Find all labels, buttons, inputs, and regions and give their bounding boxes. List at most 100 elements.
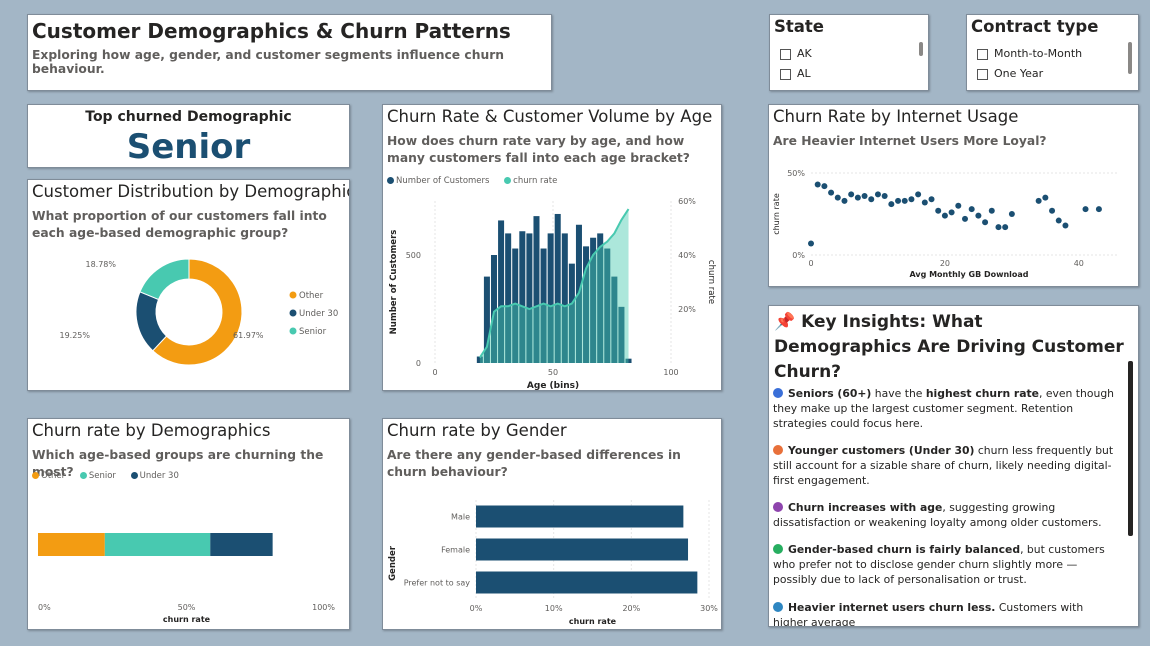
x-tick-label: 100% [312, 603, 335, 612]
state-slicer-scrollbar[interactable] [919, 42, 923, 56]
donut-slice-other [152, 258, 243, 366]
age-bar [604, 248, 611, 363]
legend-label: Number of Customers [396, 176, 490, 186]
contract-slicer-scrollbar[interactable] [1128, 42, 1132, 74]
insights-card: 📌 Key Insights: What Demographics Are Dr… [768, 305, 1139, 627]
internet-chart-title: Churn Rate by Internet Usage [773, 107, 1019, 126]
age-bar [519, 231, 526, 363]
pin-icon: 📌 [774, 312, 796, 332]
y2-tick-label: 60% [678, 197, 696, 206]
legend-label: Senior [299, 327, 327, 337]
x-axis-title: churn rate [163, 615, 211, 624]
contract-option-label: Month-to-Month [994, 47, 1083, 60]
gender-bar [476, 538, 689, 561]
demo-bar-title: Churn rate by Demographics [32, 421, 271, 440]
scatter-point [828, 189, 835, 196]
legend-dot [130, 472, 138, 479]
scatter-point [874, 191, 881, 198]
insights-title: 📌 Key Insights: What Demographics Are Dr… [774, 310, 1124, 385]
contract-slicer-title: Contract type [971, 17, 1099, 36]
y-tick-label: 500 [406, 251, 421, 260]
y-tick-label: Prefer not to say [404, 579, 471, 588]
legend-label: churn rate [513, 176, 558, 186]
internet-scatter-chart: 0 20 40 0% 50% Avg Monthly GB Download churn r… [772, 169, 1119, 279]
x-tick-label: 0 [808, 259, 813, 268]
age-bar [533, 216, 540, 363]
contract-option-month[interactable]: Month-to-Month [977, 47, 1082, 60]
scatter-point [1042, 194, 1049, 201]
age-bar [540, 248, 547, 363]
contract-option-year[interactable]: One Year [977, 67, 1043, 80]
donut-data-label: 61.97% [233, 331, 264, 340]
header-card: Customer Demographics & Churn Patterns E… [27, 14, 552, 91]
x-tick-label: 0 [432, 368, 437, 377]
checkbox-icon[interactable] [780, 48, 791, 60]
gender-bar-chart: Male Female Prefer not to say 0% 10% 20% 30% ch… [388, 500, 718, 626]
bullet-icon [773, 445, 783, 455]
checkbox-icon[interactable] [780, 68, 791, 80]
insight-emphasis: highest churn rate [925, 387, 1039, 400]
page-subtitle: Exploring how age, gender, and customer … [32, 48, 505, 76]
donut-title: Customer Distribution by Demographics [32, 182, 350, 201]
demo-bar-segment-under-30 [210, 533, 273, 556]
x-tick-label: 0% [38, 603, 51, 612]
demo-bar-segment-senior [104, 533, 211, 556]
x-axis-title: churn rate [569, 617, 617, 626]
donut-slice-senior [139, 258, 190, 301]
state-slicer-title: State [774, 17, 824, 36]
x-tick-label: 50% [178, 603, 196, 612]
scatter-point [982, 219, 989, 226]
scatter-point [808, 240, 814, 247]
kpi-label: Top churned Demographic [85, 109, 292, 125]
demo-bar-card: Churn rate by Demographics Which age-bas… [27, 418, 350, 630]
donut-data-label: 18.78% [85, 260, 116, 269]
insight-emphasis: Younger customers (Under 30) [788, 444, 975, 457]
scatter-point [901, 197, 908, 204]
kpi-value: Senior [126, 127, 251, 167]
scatter-point [962, 215, 968, 222]
scatter-point [915, 191, 922, 198]
scatter-point [854, 194, 861, 201]
insights-scrollbar[interactable] [1128, 361, 1133, 536]
contract-slicer[interactable]: Contract type Month-to-Month One Year [966, 14, 1139, 91]
x-tick-label: 0% [470, 604, 483, 613]
scatter-point [881, 192, 888, 199]
scatter-point [814, 181, 821, 188]
scatter-point [861, 192, 868, 199]
age-bar [512, 248, 519, 363]
state-option-ak[interactable]: AK [780, 47, 812, 60]
page-title: Customer Demographics & Churn Patterns [32, 19, 511, 43]
age-bar [498, 220, 505, 363]
y-tick-label: Female [441, 546, 470, 555]
gender-bar [476, 571, 698, 594]
state-slicer[interactable]: State AK AL [769, 14, 929, 91]
scatter-point [1049, 207, 1056, 214]
checkbox-icon[interactable] [977, 68, 988, 80]
x-tick-label: 20 [940, 259, 950, 268]
scatter-point [1095, 206, 1102, 213]
x-tick-label: 50 [548, 368, 558, 377]
demo-bar-legend: Other Senior Under 30 [32, 471, 191, 481]
scatter-point [1062, 222, 1069, 229]
y-axis-title: Gender [388, 545, 398, 581]
scatter-point [868, 196, 875, 203]
scatter-point [988, 207, 995, 214]
age-chart-card: Churn Rate & Customer Volume by Age How … [382, 104, 722, 391]
scatter-point [928, 196, 935, 203]
age-bar [554, 213, 561, 363]
scatter-point [888, 201, 895, 208]
checkbox-icon[interactable] [977, 48, 988, 60]
y2-tick-label: 20% [678, 305, 696, 314]
age-bar [547, 233, 554, 363]
scatter-point [895, 197, 902, 204]
scatter-point [848, 191, 855, 198]
age-chart-title: Churn Rate & Customer Volume by Age [387, 107, 713, 126]
insight-emphasis: Gender-based churn is fairly balanced [788, 543, 1021, 556]
state-option-al[interactable]: AL [780, 67, 811, 80]
legend-dot [79, 472, 87, 479]
y-tick-label: 0% [792, 251, 805, 260]
state-option-label: AK [797, 47, 812, 60]
demo-bar-subtitle: Which age-based groups are churning the … [32, 448, 324, 479]
scatter-point [908, 196, 915, 203]
y-tick-label: 0 [416, 359, 421, 368]
